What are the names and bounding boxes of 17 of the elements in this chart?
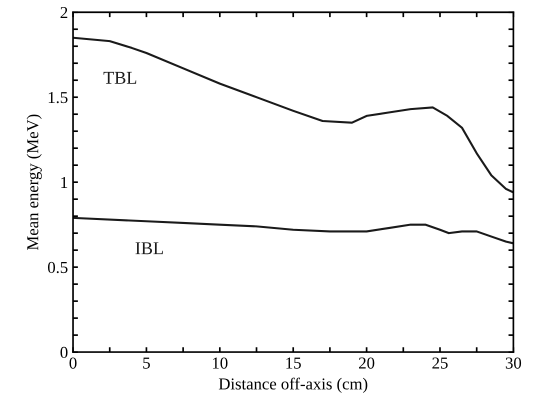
- series-label: IBL: [136, 242, 163, 254]
- x-tick-label: 20: [359, 357, 374, 369]
- y-tick-label: 1.5: [48, 92, 68, 104]
- x-tick-label: 0: [70, 357, 77, 369]
- x-tick-label: 15: [286, 358, 301, 369]
- y-tick-label: 0: [60, 346, 68, 358]
- x-tick-label: 25: [432, 357, 448, 369]
- series-label: TBL: [104, 72, 136, 84]
- y-axis-title: Mean energy (MeV): [26, 114, 42, 250]
- line-series: [73, 36, 514, 194]
- y-tick-label: 0.5: [48, 262, 68, 274]
- x-axis-title: Distance off-axis (cm): [218, 378, 368, 393]
- x-tick-label: 5: [143, 358, 150, 369]
- y-tick-label: 1: [61, 176, 68, 188]
- y-tick-label: 2: [60, 6, 68, 18]
- x-tick-label: 10: [212, 357, 228, 369]
- x-tick-label: 30: [506, 357, 522, 369]
